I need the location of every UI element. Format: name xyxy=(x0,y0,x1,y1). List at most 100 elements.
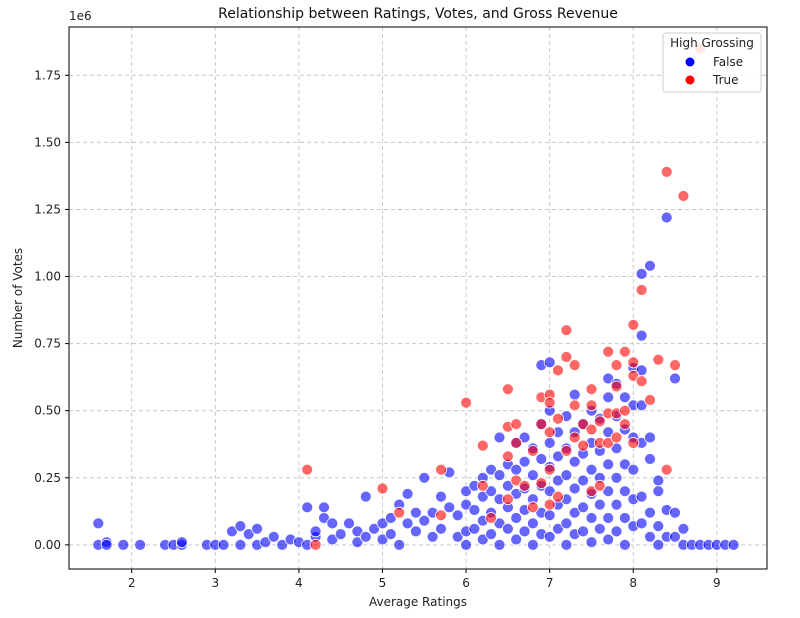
y-tick-label: 1.25 xyxy=(34,202,61,216)
scatter-point-false xyxy=(585,463,598,476)
scatter-point-false xyxy=(527,469,539,482)
scatter-point-false xyxy=(501,522,514,535)
y-tick-label: 0.75 xyxy=(34,337,61,351)
scatter-point-true xyxy=(552,490,564,503)
scatter-point-false xyxy=(259,536,272,549)
scatter-point-false xyxy=(518,455,531,468)
scatter-point-true xyxy=(552,412,564,425)
scatter-point-true xyxy=(577,439,589,452)
y-tick-label: 1.75 xyxy=(34,68,61,82)
scatter-point-false xyxy=(669,506,681,519)
scatter-point-true xyxy=(527,444,539,457)
scatter-point-true xyxy=(510,436,523,449)
scatter-point-false xyxy=(409,525,422,538)
scatter-point-false xyxy=(451,509,464,522)
scatter-point-false xyxy=(326,517,339,530)
scatter-point-false xyxy=(619,512,631,524)
scatter-point-true xyxy=(585,383,598,396)
scatter-point-false xyxy=(669,372,681,385)
scatter-point-false xyxy=(510,512,523,524)
legend-marker-true xyxy=(685,75,695,85)
x-tick-label: 3 xyxy=(211,576,219,590)
scatter-point-false xyxy=(401,517,414,530)
scatter-point-false xyxy=(535,453,548,465)
scatter-point-false xyxy=(669,530,681,543)
scatter-point-false xyxy=(568,506,581,519)
scatter-point-false xyxy=(610,525,623,538)
scatter-point-false xyxy=(510,533,523,546)
y-axis-label: Number of Votes xyxy=(11,248,25,348)
scatter-point-false xyxy=(610,471,623,484)
scatter-point-false xyxy=(543,356,556,369)
scatter-point-false xyxy=(384,528,397,540)
scatter-point-false xyxy=(652,539,665,551)
legend: High Grossing False True xyxy=(662,32,762,93)
scatter-point-false xyxy=(635,399,648,412)
scatter-point-false xyxy=(175,536,188,549)
scatter-point-true xyxy=(593,479,606,492)
scatter-point-false xyxy=(619,458,631,471)
x-tick-label: 5 xyxy=(379,576,387,590)
scatter-point-false xyxy=(568,455,581,468)
y-tick-label: 0.00 xyxy=(34,538,61,552)
scatter-point-false xyxy=(460,539,473,551)
scatter-point-true xyxy=(635,375,648,388)
scatter-point-false xyxy=(660,211,673,224)
y-tick-label: 0.25 xyxy=(34,471,61,485)
scatter-point-false xyxy=(543,509,556,522)
scatter-point-true xyxy=(585,399,598,412)
scatter-point-false xyxy=(493,539,506,551)
scatter-point-false xyxy=(485,463,498,476)
scatter-point-false xyxy=(593,498,606,511)
scatter-point-false xyxy=(585,536,598,549)
y-tick-label: 1.50 xyxy=(34,135,61,149)
scatter-point-true xyxy=(535,477,548,490)
y-tick-label: 1.00 xyxy=(34,270,61,284)
scatter-point-false xyxy=(635,267,648,280)
x-tick-label: 9 xyxy=(713,576,721,590)
scatter-point-false xyxy=(602,458,615,471)
scatter-point-true xyxy=(619,418,631,431)
scatter-point-true xyxy=(510,474,523,487)
scatter-point-false xyxy=(226,525,238,538)
scatter-point-false xyxy=(602,533,615,546)
scatter-point-false xyxy=(468,522,481,535)
scatter-point-false xyxy=(443,501,456,514)
scatter-point-false xyxy=(510,487,523,500)
ticks-layer: 2 3 4 5 6 7 8 9 0.00 0.25 0.50 0.75 1.00 1.25 1.50 1.75 xyxy=(34,68,720,590)
scatter-point-true xyxy=(585,423,598,436)
scatter-point-false xyxy=(376,533,389,546)
scatter-point-false xyxy=(100,539,113,551)
scatter-point-true xyxy=(602,345,615,358)
scatter-point-false xyxy=(727,539,740,551)
scatter-point-false xyxy=(635,329,648,342)
scatter-point-true xyxy=(393,506,406,519)
scatter-point-false xyxy=(635,517,648,530)
scatter-point-true xyxy=(560,324,573,337)
scatter-point-false xyxy=(593,522,606,535)
scatter-point-false xyxy=(627,463,640,476)
scatter-point-false xyxy=(602,372,615,385)
scatter-point-false xyxy=(435,490,447,503)
scatter-point-true xyxy=(593,415,606,428)
scatter-point-false xyxy=(560,469,573,482)
scatter-point-true xyxy=(627,436,640,449)
scatter-point-true xyxy=(501,383,514,396)
scatter-point-false xyxy=(92,517,105,530)
scatter-point-false xyxy=(577,501,589,514)
scatter-point-false xyxy=(619,539,631,551)
scatter-point-false xyxy=(644,453,656,465)
scatter-point-true xyxy=(644,394,656,406)
scatter-point-false xyxy=(543,436,556,449)
scatter-point-false xyxy=(276,539,289,551)
scatter-point-false xyxy=(359,490,372,503)
scatter-point-true xyxy=(585,485,598,498)
scatter-point-false xyxy=(652,485,665,498)
y-offset-label: 1e6 xyxy=(69,9,92,23)
scatter-point-false xyxy=(435,522,447,535)
scatter-point-true xyxy=(568,431,581,444)
scatter-point-true xyxy=(301,463,314,476)
scatter-point-false xyxy=(493,431,506,444)
scatter-point-false xyxy=(301,501,314,514)
